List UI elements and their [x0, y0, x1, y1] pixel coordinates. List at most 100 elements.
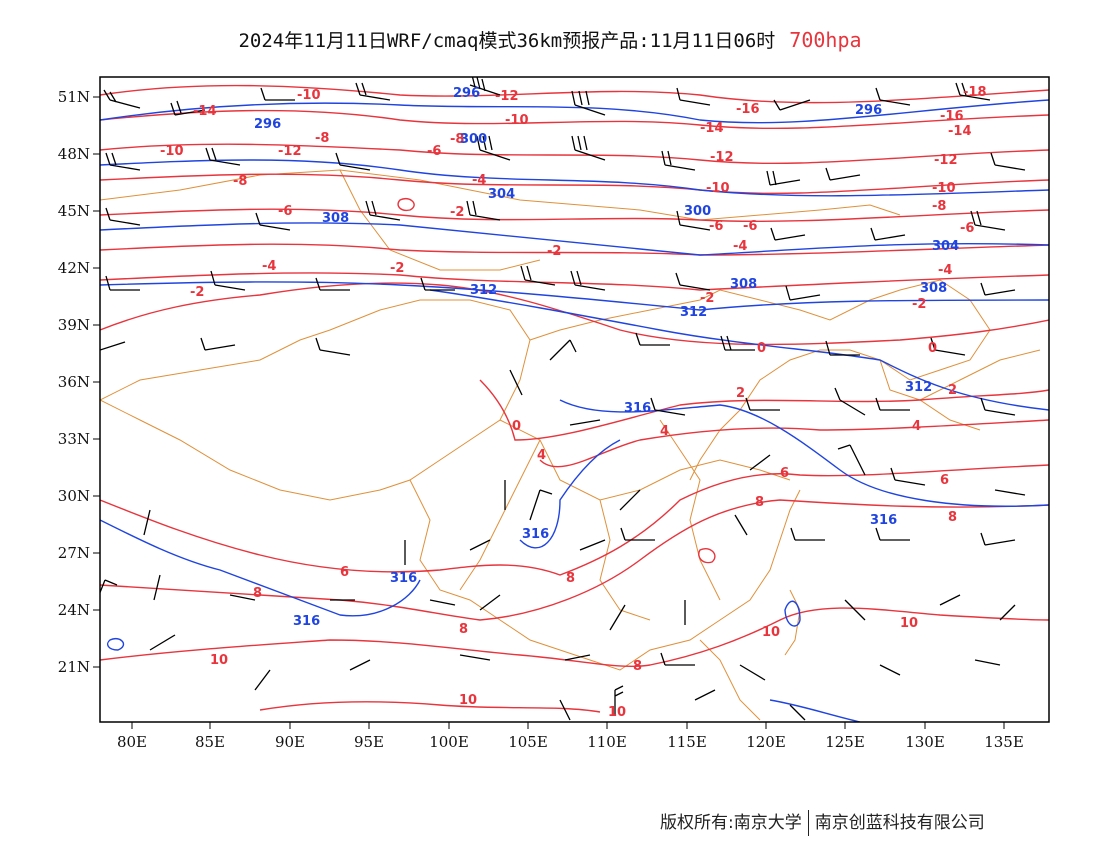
lon-tick-label: 135E: [984, 733, 1024, 751]
latitude-axis: [93, 96, 100, 668]
temperature-label: 8: [755, 495, 764, 510]
temperature-label: 4: [660, 424, 669, 439]
lon-tick-label: 125E: [825, 733, 865, 751]
height-label: 308: [920, 281, 947, 296]
temperature-label: -2: [912, 297, 926, 312]
temperature-label: 0: [512, 419, 521, 434]
height-label: 308: [322, 211, 349, 226]
temperature-label: -10: [297, 88, 321, 103]
lat-tick-label: 42N: [58, 259, 90, 277]
height-label: 316: [293, 614, 320, 629]
temperature-label: 8: [566, 571, 575, 586]
lon-tick-label: 95E: [354, 733, 384, 751]
temperature-label: 6: [340, 565, 349, 580]
temperature-label: -10: [505, 113, 529, 128]
temperature-label: 10: [210, 653, 228, 668]
temperature-label: -12: [278, 144, 302, 159]
height-label: 296: [254, 117, 281, 132]
footer-divider: [807, 810, 809, 836]
temperature-label: 10: [900, 616, 918, 631]
lon-tick-label: 130E: [905, 733, 945, 751]
lat-tick-label: 51N: [58, 88, 90, 106]
height-label: 300: [460, 132, 487, 147]
temperature-label: -4: [938, 263, 952, 278]
temperature-label: -18: [963, 85, 987, 100]
lat-tick-label: 36N: [58, 373, 90, 391]
temperature-label: 6: [940, 473, 949, 488]
height-label: 316: [522, 527, 549, 542]
temperature-label: 2: [736, 386, 745, 401]
temperature-label: -4: [733, 239, 747, 254]
temperature-label: -6: [960, 221, 974, 236]
temperature-label: -14: [948, 124, 972, 139]
temperature-contours: [100, 84, 1049, 713]
height-label: 312: [905, 380, 932, 395]
wind-barbs: [100, 77, 1026, 721]
temperature-label: -10: [160, 144, 184, 159]
temperature-label: -6: [427, 144, 441, 159]
temperature-label: 8: [948, 510, 957, 525]
temperature-label: 2: [948, 383, 957, 398]
copyright-footer: 版权所有:南京大学 南京创蓝科技有限公司: [660, 808, 985, 836]
lon-tick-label: 105E: [508, 733, 548, 751]
temperature-label: 10: [762, 625, 780, 640]
height-label: 300: [684, 204, 711, 219]
temperature-label: -10: [706, 181, 730, 196]
height-label: 312: [680, 305, 707, 320]
temperature-label: 4: [912, 419, 921, 434]
height-label: 296: [453, 86, 480, 101]
temperature-label: 8: [633, 659, 642, 674]
height-label: 316: [624, 401, 651, 416]
temperature-label: -6: [709, 219, 723, 234]
temperature-label: -16: [736, 102, 760, 117]
height-label: 296: [855, 103, 882, 118]
temperature-label: 8: [459, 622, 468, 637]
copyright-company: 南京创蓝科技有限公司: [814, 813, 985, 833]
boundary-lines: [100, 169, 1041, 721]
temperature-label: -8: [315, 131, 329, 146]
temperature-label: 10: [608, 705, 626, 720]
temperature-label: -2: [700, 291, 714, 306]
lat-tick-label: 45N: [58, 202, 90, 220]
height-label: 304: [488, 187, 515, 202]
lon-tick-label: 110E: [587, 733, 627, 751]
temperature-label: -2: [547, 244, 561, 259]
temperature-label: -2: [450, 205, 464, 220]
temperature-label: -10: [932, 181, 956, 196]
longitude-axis: [131, 722, 1005, 729]
height-label: 308: [730, 277, 757, 292]
lat-tick-label: 33N: [58, 430, 90, 448]
temperature-label: -2: [190, 285, 204, 300]
temperature-label: 0: [757, 341, 766, 356]
height-label: 316: [390, 571, 417, 586]
temperature-label: -12: [710, 150, 734, 165]
temperature-label: 4: [537, 448, 546, 463]
lat-tick-label: 48N: [58, 145, 90, 163]
temperature-label: -14: [700, 121, 724, 136]
lon-tick-label: 115E: [667, 733, 707, 751]
lat-tick-label: 39N: [58, 316, 90, 334]
temperature-label: -8: [932, 199, 946, 214]
lon-tick-label: 85E: [195, 733, 225, 751]
temperature-label: -6: [278, 204, 292, 219]
lat-tick-label: 24N: [58, 601, 90, 619]
lon-tick-label: 80E: [117, 733, 147, 751]
lon-tick-label: 120E: [746, 733, 786, 751]
latitude-labels: 51N 48N 45N 42N 39N 36N 33N 30N 27N 24N …: [58, 88, 90, 676]
copyright-owner: 版权所有:南京大学: [660, 813, 802, 833]
temperature-label: -4: [472, 173, 486, 188]
temperature-label: -8: [450, 132, 464, 147]
longitude-labels: 80E 85E 90E 95E 100E 105E 110E 115E 120E…: [117, 733, 1024, 751]
temperature-label: 0: [928, 341, 937, 356]
temperature-label: -12: [934, 153, 958, 168]
height-label: 312: [470, 283, 497, 298]
map-frame: [99, 76, 1050, 723]
lat-tick-label: 21N: [58, 658, 90, 676]
pressure-level: 700hpa: [789, 28, 862, 52]
temperature-label: -2: [390, 261, 404, 276]
temperature-labels: -14 -10 -12 -8 -10 -8 -6 -4 -2 -2 -12 -1…: [160, 85, 987, 720]
temperature-label: -16: [940, 109, 964, 124]
temperature-label: -4: [262, 259, 276, 274]
height-label: 304: [932, 239, 959, 254]
